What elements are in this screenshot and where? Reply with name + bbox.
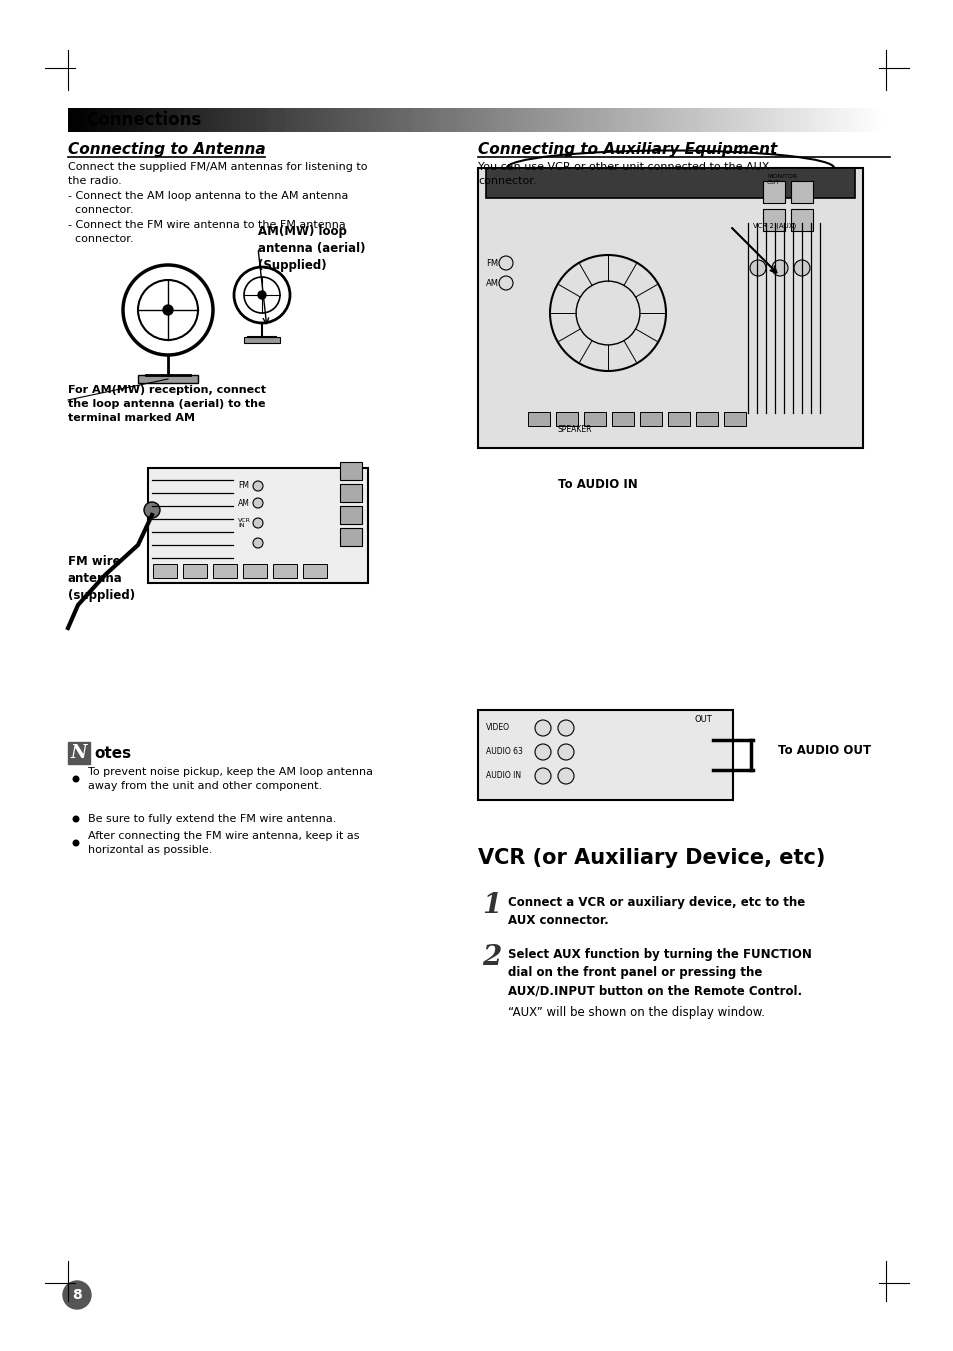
- Bar: [790, 209, 812, 231]
- Circle shape: [253, 499, 263, 508]
- Circle shape: [793, 259, 809, 276]
- Text: To AUDIO IN: To AUDIO IN: [558, 478, 638, 490]
- Text: 1: 1: [481, 892, 500, 919]
- Circle shape: [253, 481, 263, 490]
- Text: Select AUX function by turning the FUNCTION
dial on the front panel or pressing : Select AUX function by turning the FUNCT…: [507, 948, 811, 997]
- Text: To AUDIO OUT: To AUDIO OUT: [778, 743, 870, 757]
- Text: OUT: OUT: [694, 715, 711, 724]
- Bar: [556, 412, 578, 426]
- Text: SPEAKER: SPEAKER: [558, 426, 592, 435]
- Bar: [583, 412, 605, 426]
- Text: VCR
IN: VCR IN: [237, 517, 251, 528]
- Text: VCR (or Auxiliary Device, etc): VCR (or Auxiliary Device, etc): [477, 848, 824, 867]
- Bar: [339, 507, 361, 524]
- Text: “AUX” will be shown on the display window.: “AUX” will be shown on the display windo…: [507, 1006, 764, 1019]
- Text: Connect a VCR or auxiliary device, etc to the
AUX connector.: Connect a VCR or auxiliary device, etc t…: [507, 896, 804, 927]
- Text: Be sure to fully extend the FM wire antenna.: Be sure to fully extend the FM wire ante…: [88, 815, 336, 824]
- Text: FM: FM: [237, 481, 249, 490]
- Text: 8: 8: [72, 1288, 82, 1302]
- Circle shape: [72, 839, 79, 847]
- Circle shape: [72, 775, 79, 782]
- Circle shape: [535, 720, 551, 736]
- Text: AM: AM: [485, 278, 498, 288]
- Bar: [667, 412, 689, 426]
- Circle shape: [253, 538, 263, 549]
- Text: VCR 2 (AUX): VCR 2 (AUX): [752, 223, 796, 230]
- Circle shape: [63, 1281, 91, 1309]
- Text: Connections: Connections: [86, 111, 201, 128]
- Bar: [339, 484, 361, 503]
- Bar: [485, 168, 854, 199]
- Text: AUDIO 63: AUDIO 63: [485, 747, 522, 757]
- Circle shape: [144, 503, 160, 517]
- Text: Connecting to Antenna: Connecting to Antenna: [68, 142, 265, 157]
- Text: For AM(MW) reception, connect
the loop antenna (aerial) to the
terminal marked A: For AM(MW) reception, connect the loop a…: [68, 385, 266, 423]
- Text: FM: FM: [485, 258, 497, 267]
- Circle shape: [163, 305, 172, 315]
- Bar: [339, 462, 361, 480]
- Circle shape: [558, 767, 574, 784]
- Bar: [244, 336, 280, 343]
- Bar: [273, 563, 296, 578]
- Text: Connect the supplied FM/AM antennas for listening to
the radio.
- Connect the AM: Connect the supplied FM/AM antennas for …: [68, 162, 367, 245]
- Circle shape: [535, 744, 551, 761]
- Bar: [723, 412, 745, 426]
- Circle shape: [72, 816, 79, 823]
- Text: MONITOR
OUT: MONITOR OUT: [766, 174, 797, 185]
- Bar: [696, 412, 718, 426]
- Text: AUDIO IN: AUDIO IN: [485, 771, 520, 781]
- Circle shape: [253, 517, 263, 528]
- Text: Connecting to Auxiliary Equipment: Connecting to Auxiliary Equipment: [477, 142, 777, 157]
- Bar: [790, 181, 812, 203]
- Bar: [339, 528, 361, 546]
- Bar: [303, 563, 327, 578]
- Bar: [762, 181, 784, 203]
- Bar: [152, 563, 177, 578]
- Circle shape: [498, 255, 513, 270]
- Text: 2: 2: [481, 944, 500, 971]
- Circle shape: [535, 767, 551, 784]
- Text: You can use VCR or other unit connected to the AUX
connector.: You can use VCR or other unit connected …: [477, 162, 768, 186]
- Text: otes: otes: [94, 746, 131, 761]
- Circle shape: [558, 744, 574, 761]
- Bar: [762, 209, 784, 231]
- Circle shape: [498, 276, 513, 290]
- Circle shape: [771, 259, 787, 276]
- Bar: [527, 412, 550, 426]
- Bar: [138, 376, 198, 382]
- Bar: [183, 563, 207, 578]
- Text: N: N: [71, 744, 87, 762]
- Text: FM wire
antenna
(supplied): FM wire antenna (supplied): [68, 555, 135, 603]
- Circle shape: [257, 290, 266, 299]
- Circle shape: [749, 259, 765, 276]
- Bar: [213, 563, 236, 578]
- Text: After connecting the FM wire antenna, keep it as
horizontal as possible.: After connecting the FM wire antenna, ke…: [88, 831, 359, 855]
- Text: AM: AM: [237, 499, 250, 508]
- Bar: [68, 742, 90, 765]
- Circle shape: [558, 720, 574, 736]
- Bar: [148, 467, 368, 584]
- Text: AM(MW) loop
antenna (aerial)
(Supplied): AM(MW) loop antenna (aerial) (Supplied): [257, 226, 365, 272]
- Bar: [639, 412, 661, 426]
- Text: To prevent noise pickup, keep the AM loop antenna
away from the unit and other c: To prevent noise pickup, keep the AM loo…: [88, 767, 373, 790]
- Bar: [243, 563, 267, 578]
- Bar: [477, 168, 862, 449]
- Text: VIDEO: VIDEO: [485, 724, 510, 732]
- Bar: [477, 711, 732, 800]
- Bar: [612, 412, 634, 426]
